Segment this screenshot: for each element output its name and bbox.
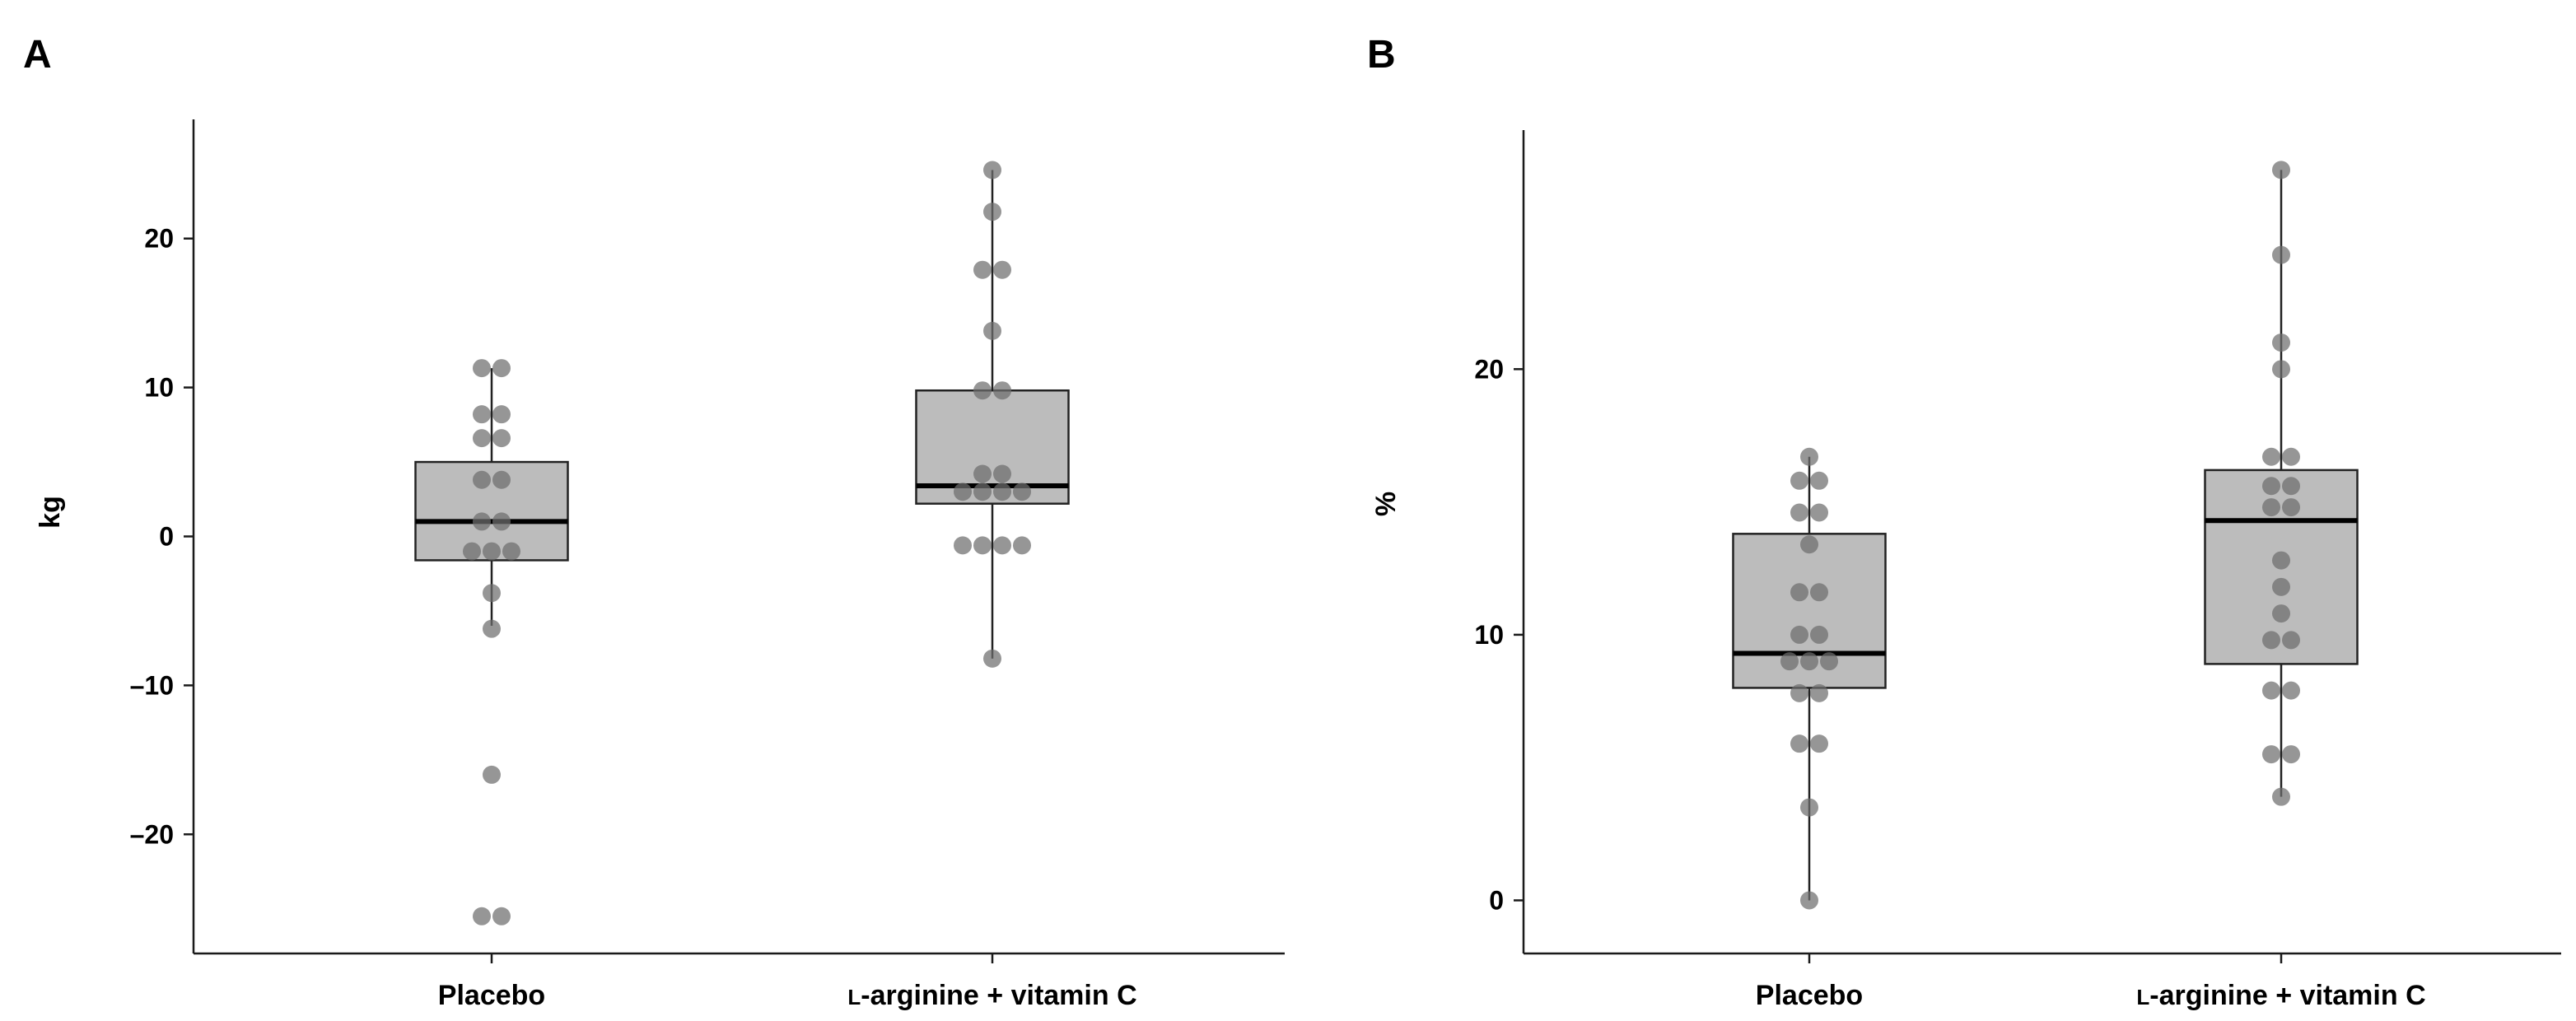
panel-b-y-tick-label: 10 bbox=[1474, 620, 1504, 650]
panel-b-data-point bbox=[2262, 498, 2280, 517]
panel-a-data-point bbox=[993, 381, 1011, 400]
panel-a-x-tick-label: L-arginine + vitamin C bbox=[847, 980, 1136, 1011]
panel-b-data-point bbox=[1790, 503, 1808, 522]
panel-b-x-tick-label: L-arginine + vitamin C bbox=[2136, 980, 2425, 1011]
panel-a-data-point bbox=[473, 512, 491, 531]
panel-a-data-point bbox=[473, 429, 491, 448]
panel-b-data-point bbox=[2262, 631, 2280, 650]
panel-a-data-point bbox=[483, 619, 501, 638]
panel-b-data-point bbox=[1800, 891, 1818, 910]
panel-b-data-point bbox=[2272, 161, 2290, 179]
panel-a-data-point bbox=[983, 649, 1001, 668]
panel-b-data-point bbox=[2282, 745, 2300, 764]
panel-a-data-point bbox=[954, 536, 972, 555]
panel-b-data-point bbox=[2282, 681, 2300, 700]
panel-a-data-point bbox=[502, 542, 520, 561]
panel-b-data-point bbox=[1810, 583, 1828, 602]
panel-a-letter: A bbox=[23, 33, 52, 77]
panel-a-data-point bbox=[483, 584, 501, 603]
panel-a-data-point bbox=[483, 765, 501, 784]
panel-a-data-point bbox=[492, 429, 511, 448]
panel-a-data-point bbox=[973, 381, 992, 400]
panel-a-data-point bbox=[1013, 483, 1031, 501]
panel-b-x-tick-label: Placebo bbox=[1756, 980, 1863, 1011]
panel-a-data-point bbox=[492, 512, 511, 531]
panel-a-data-point bbox=[993, 260, 1011, 279]
panel-b-data-point bbox=[1790, 734, 1808, 753]
panel-a-data-point bbox=[973, 483, 992, 501]
panel-a-data-point bbox=[983, 161, 1001, 179]
panel-a-data-point bbox=[993, 483, 1011, 501]
panel-a-data-point bbox=[483, 542, 501, 561]
panel-b: B % 0 10 20 Placebo L-arginine + vitamin C bbox=[1367, 33, 2561, 1011]
panel-a-data-point bbox=[993, 464, 1011, 483]
panel-b-data-point bbox=[2272, 245, 2290, 264]
panel-b-data-point bbox=[2272, 333, 2290, 352]
panel-a-data-point bbox=[492, 405, 511, 424]
panel-b-data-point bbox=[1800, 798, 1818, 817]
panel-a-data-point bbox=[473, 907, 491, 925]
panel-b-data-point bbox=[1780, 652, 1799, 671]
panel-a-data-point bbox=[492, 470, 511, 489]
panel-b-data-point bbox=[1810, 503, 1828, 522]
panel-b-data-point bbox=[2282, 631, 2300, 650]
panel-b-data-point bbox=[2262, 477, 2280, 496]
panel-b-data-point bbox=[2282, 447, 2300, 466]
panel-b-data-point bbox=[2272, 787, 2290, 806]
panel-a-data-point bbox=[1013, 536, 1031, 555]
panel-a-data-point bbox=[993, 536, 1011, 555]
panel-b-y-tick-label: 0 bbox=[1489, 885, 1504, 915]
panel-a-y-tick-label: 0 bbox=[159, 522, 174, 552]
panel-a-y-tick-label: –20 bbox=[130, 819, 174, 849]
panel-b-data-point bbox=[2262, 745, 2280, 764]
panel-b-data-point bbox=[2282, 477, 2300, 496]
panel-b-data-point bbox=[1800, 652, 1818, 671]
panel-b-data-point bbox=[2272, 360, 2290, 379]
panel-a-data-point bbox=[473, 359, 491, 378]
panel-a-data-point bbox=[492, 907, 511, 925]
panel-b-data-point bbox=[2262, 681, 2280, 700]
panel-a-y-axis-title: kg bbox=[35, 496, 66, 529]
panel-a-data-point bbox=[473, 405, 491, 424]
panel-b-data-point bbox=[2272, 577, 2290, 596]
panel-a-data-point bbox=[463, 542, 481, 561]
panel-a-data-point bbox=[983, 321, 1001, 340]
panel-a-x-tick-label: Placebo bbox=[438, 980, 545, 1011]
panel-b-data-point bbox=[2272, 551, 2290, 570]
panel-b-letter: B bbox=[1367, 33, 1396, 77]
panel-a-y-tick-label: –10 bbox=[130, 670, 174, 700]
panel-b-data-point bbox=[1790, 471, 1808, 490]
panel-b-data-point bbox=[1810, 625, 1828, 644]
panel-a-data-point bbox=[473, 470, 491, 489]
panel-a: A kg –20 –10 0 10 20 Placebo L-arginine + vita… bbox=[23, 33, 1285, 1011]
panel-b-data-point bbox=[2272, 604, 2290, 623]
panel-a-y-tick-label: 10 bbox=[144, 373, 174, 403]
panel-b-y-tick-label: 20 bbox=[1474, 354, 1504, 384]
panel-b-data-point bbox=[1810, 683, 1828, 702]
panel-a-data-point bbox=[492, 359, 511, 378]
panel-b-data-point bbox=[1810, 471, 1828, 490]
panel-b-y-axis-title: % bbox=[1370, 492, 1402, 516]
panel-b-data-point bbox=[1810, 734, 1828, 753]
panel-b-data-point bbox=[1790, 583, 1808, 602]
panel-b-data-point bbox=[1800, 447, 1818, 466]
panel-a-y-tick-label: 20 bbox=[144, 224, 174, 254]
panel-b-data-point bbox=[2262, 447, 2280, 466]
panel-b-data-point bbox=[1800, 535, 1818, 554]
panel-b-data-point bbox=[1790, 625, 1808, 644]
panel-a-data-point bbox=[954, 483, 972, 501]
panel-b-data-point bbox=[2282, 498, 2300, 517]
panel-a-data-point bbox=[983, 203, 1001, 221]
panel-a-data-point bbox=[973, 464, 992, 483]
panel-a-data-point bbox=[973, 260, 992, 279]
panel-b-data-point bbox=[1820, 652, 1838, 671]
panel-a-data-point bbox=[973, 536, 992, 555]
panel-b-data-point bbox=[1790, 683, 1808, 702]
